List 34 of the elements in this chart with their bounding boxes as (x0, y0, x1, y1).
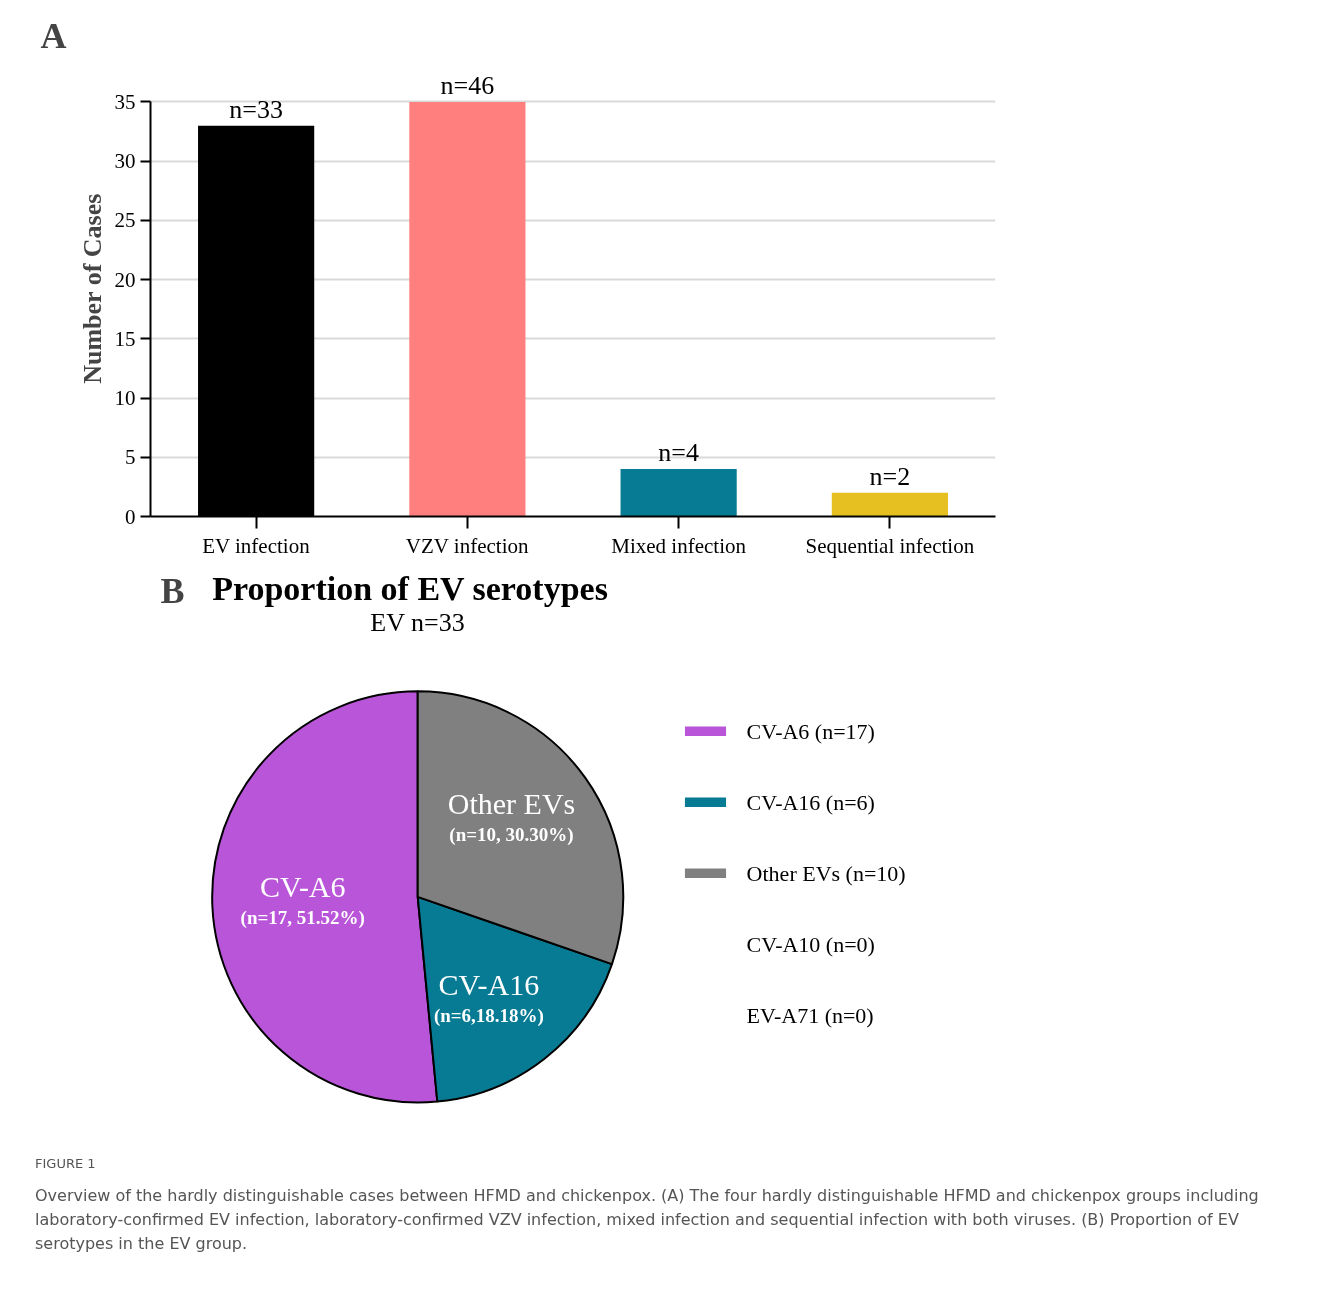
y-tick-label: 30 (114, 149, 136, 174)
y-tick-label: 5 (125, 445, 136, 470)
data-label: CV-A6 (n=17, 51.52%) (240, 870, 365, 930)
x-tick-label: VZV infection (405, 533, 530, 558)
y-tick-label: 35 (114, 89, 136, 114)
text: A (40, 15, 67, 56)
legend-label: CV-A16 (n=6) (746, 789, 875, 815)
y-tick-label: 0 (125, 504, 136, 529)
y-tick-label: 25 (114, 208, 136, 233)
bar (409, 101, 526, 517)
bar (620, 469, 737, 517)
chart-title: Proportion of EV serotypes (212, 570, 608, 608)
y-tick-label: 20 (114, 267, 136, 292)
data-label: CV-A16 (n=6,18.18%) (433, 968, 544, 1028)
chart-subtitle: EV n=33 (370, 607, 465, 637)
data-label: n=4 (658, 438, 699, 468)
data-label: n=2 (869, 461, 911, 491)
category-label: EV-A71 (n=0) (746, 1002, 874, 1028)
data-label: n=33 (229, 94, 283, 124)
y-tick-label: 10 (114, 386, 136, 411)
category-label: CV-A10 (n=0) (746, 931, 875, 957)
bar (831, 492, 948, 517)
caption: FIGURE 1 (35, 1155, 96, 1173)
legend-label: Other EVs (n=10) (746, 860, 906, 886)
data-label: Other EVs (n=10, 30.30%) (447, 787, 576, 847)
annotation: n=46 (440, 70, 495, 100)
y-tick-label: 15 (114, 326, 136, 351)
legend-label: CV-A6 (n=17) (746, 718, 875, 744)
x-tick-label: Sequential infection (805, 533, 975, 558)
x-tick-label: EV infection (202, 533, 311, 558)
y-axis-title: Number of Cases (77, 193, 107, 384)
text: Overview of the hardly distinguishable cases between HFMD and chickenpox. (A) The four hardly distinguishable HFMD and chickenpox groups including laboratory-confirmed EV infection, laboratory-confirmed VZV infection, mixed infection and sequential infection with both viruses. (B) Proportion of EV serotypes in the EV group. (35, 1184, 1260, 1255)
text: B (160, 570, 185, 611)
x-tick-label: Mixed infection (611, 533, 747, 558)
